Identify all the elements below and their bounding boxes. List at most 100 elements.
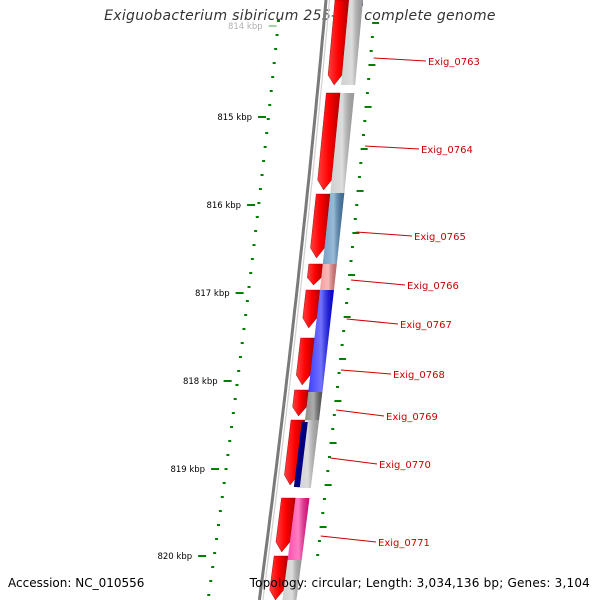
gene-block-shine	[282, 560, 302, 600]
cds-arrow	[302, 289, 321, 329]
gc-dot	[263, 146, 267, 148]
scale-track: 814 kbp 815 kbp 816 kbp 817 kbp 818 kbp 819 k…	[157, 22, 277, 562]
gene-leader-line	[340, 369, 392, 375]
scale-label: 820 kbp	[157, 552, 192, 562]
scale-label: 819 kbp	[170, 465, 205, 475]
gc-dot	[207, 594, 211, 596]
gc-dot	[268, 104, 272, 106]
gc-dot-right	[326, 470, 330, 472]
gene-block-shine	[319, 264, 337, 290]
scale-tick	[257, 116, 266, 118]
backbone-track	[257, 0, 331, 600]
gene-leader-line	[346, 318, 399, 325]
gc-dot	[215, 538, 219, 540]
gene-label-exig_0768: Exig_0768	[393, 370, 445, 381]
gc-dot	[230, 426, 234, 428]
gene-leader-line	[320, 535, 377, 543]
gc-dot	[266, 118, 270, 120]
gc-dot	[274, 48, 278, 50]
scale-label: 817 kbp	[195, 289, 230, 299]
cds-arrow	[269, 555, 289, 600]
gene-leader-line	[351, 279, 406, 286]
gc-dot	[249, 272, 253, 274]
gene-block-shine	[305, 392, 323, 420]
gc-dot-right	[363, 120, 367, 122]
gc-dot	[272, 62, 276, 64]
gc-dot-right	[327, 456, 331, 458]
cds-arrow	[275, 497, 296, 553]
gene-label-exig_0770: Exig_0770	[379, 460, 431, 471]
gc-dot	[216, 524, 220, 526]
gc-dot-right	[364, 106, 372, 108]
gc-dot	[240, 342, 244, 344]
gc-dot	[271, 76, 275, 78]
gc-dot	[213, 552, 217, 554]
gc-dot-right	[332, 414, 336, 416]
map-title: Exiguobacterium sibiricum 255-15, comple…	[104, 8, 496, 24]
gc-dot-right	[355, 204, 359, 206]
backbone-highlight	[262, 0, 331, 600]
gc-dot-right	[365, 92, 369, 94]
gc-dot	[238, 356, 242, 358]
gene-leader-line	[356, 231, 413, 237]
gc-dot	[275, 34, 279, 36]
gc-dot-right	[350, 246, 354, 248]
gc-dot	[228, 440, 232, 442]
cds-arrow	[307, 263, 324, 286]
gc-dot	[262, 160, 266, 162]
cds-arrow	[296, 337, 315, 386]
gc-dot-right	[331, 428, 335, 430]
gene-label-exig_0766: Exig_0766	[407, 281, 459, 292]
cds-track	[269, 0, 350, 600]
gc-dot-right	[348, 274, 356, 276]
gc-dot-right	[356, 190, 364, 192]
gene-block-shine	[322, 193, 345, 264]
gc-dot-right	[342, 330, 346, 332]
gc-dot	[244, 314, 248, 316]
gc-dot	[245, 300, 249, 302]
gene-label-exig_0763: Exig_0763	[428, 57, 480, 68]
scale-tick	[235, 292, 244, 294]
gc-dot	[242, 328, 246, 330]
gc-skew-track	[207, 20, 380, 596]
gc-dot-right	[334, 400, 342, 402]
scale-tick	[268, 25, 277, 27]
gc-dot	[224, 468, 228, 470]
gc-dot-right	[370, 36, 374, 38]
gc-dot	[220, 496, 224, 498]
gc-dot	[222, 482, 226, 484]
gc-dot	[235, 384, 239, 386]
gc-dot-right	[340, 344, 344, 346]
gc-dot	[209, 580, 213, 582]
gc-dot-right	[319, 526, 327, 528]
gc-dot-right	[316, 554, 320, 556]
gene-label-exig_0764: Exig_0764	[421, 145, 473, 156]
gc-dot	[233, 398, 237, 400]
gene-label-exig_0769: Exig_0769	[386, 412, 438, 423]
scale-label: 815 kbp	[217, 113, 252, 123]
cds-arrow	[284, 419, 306, 486]
scale-label: 816 kbp	[206, 201, 241, 211]
gc-dot-right	[367, 78, 371, 80]
gc-dot-right	[349, 260, 353, 262]
cds-arrow	[317, 92, 341, 191]
gene-block-shine	[287, 498, 310, 560]
gc-dot-right	[335, 386, 339, 388]
gene-color-track	[282, 0, 363, 600]
cds-arrow	[292, 389, 309, 417]
gc-dot	[237, 370, 241, 372]
gene-block-inset	[293, 422, 308, 487]
gc-dot	[269, 90, 273, 92]
gene-block-shine	[296, 420, 320, 488]
gene-labels: Exig_0763 Exig_0764 Exig_0765 Exig_0766 Exig…	[320, 57, 480, 549]
scale-tick	[247, 204, 256, 206]
gc-dot-right	[337, 372, 341, 374]
gc-dot-right	[345, 302, 349, 304]
gc-dot-right	[343, 316, 351, 318]
gc-dot	[211, 566, 215, 568]
gc-dot-right	[368, 64, 376, 66]
gc-dot	[252, 244, 256, 246]
gc-dot-right	[360, 148, 368, 150]
gc-dot-right	[361, 134, 365, 136]
gene-leader-line	[336, 409, 385, 417]
